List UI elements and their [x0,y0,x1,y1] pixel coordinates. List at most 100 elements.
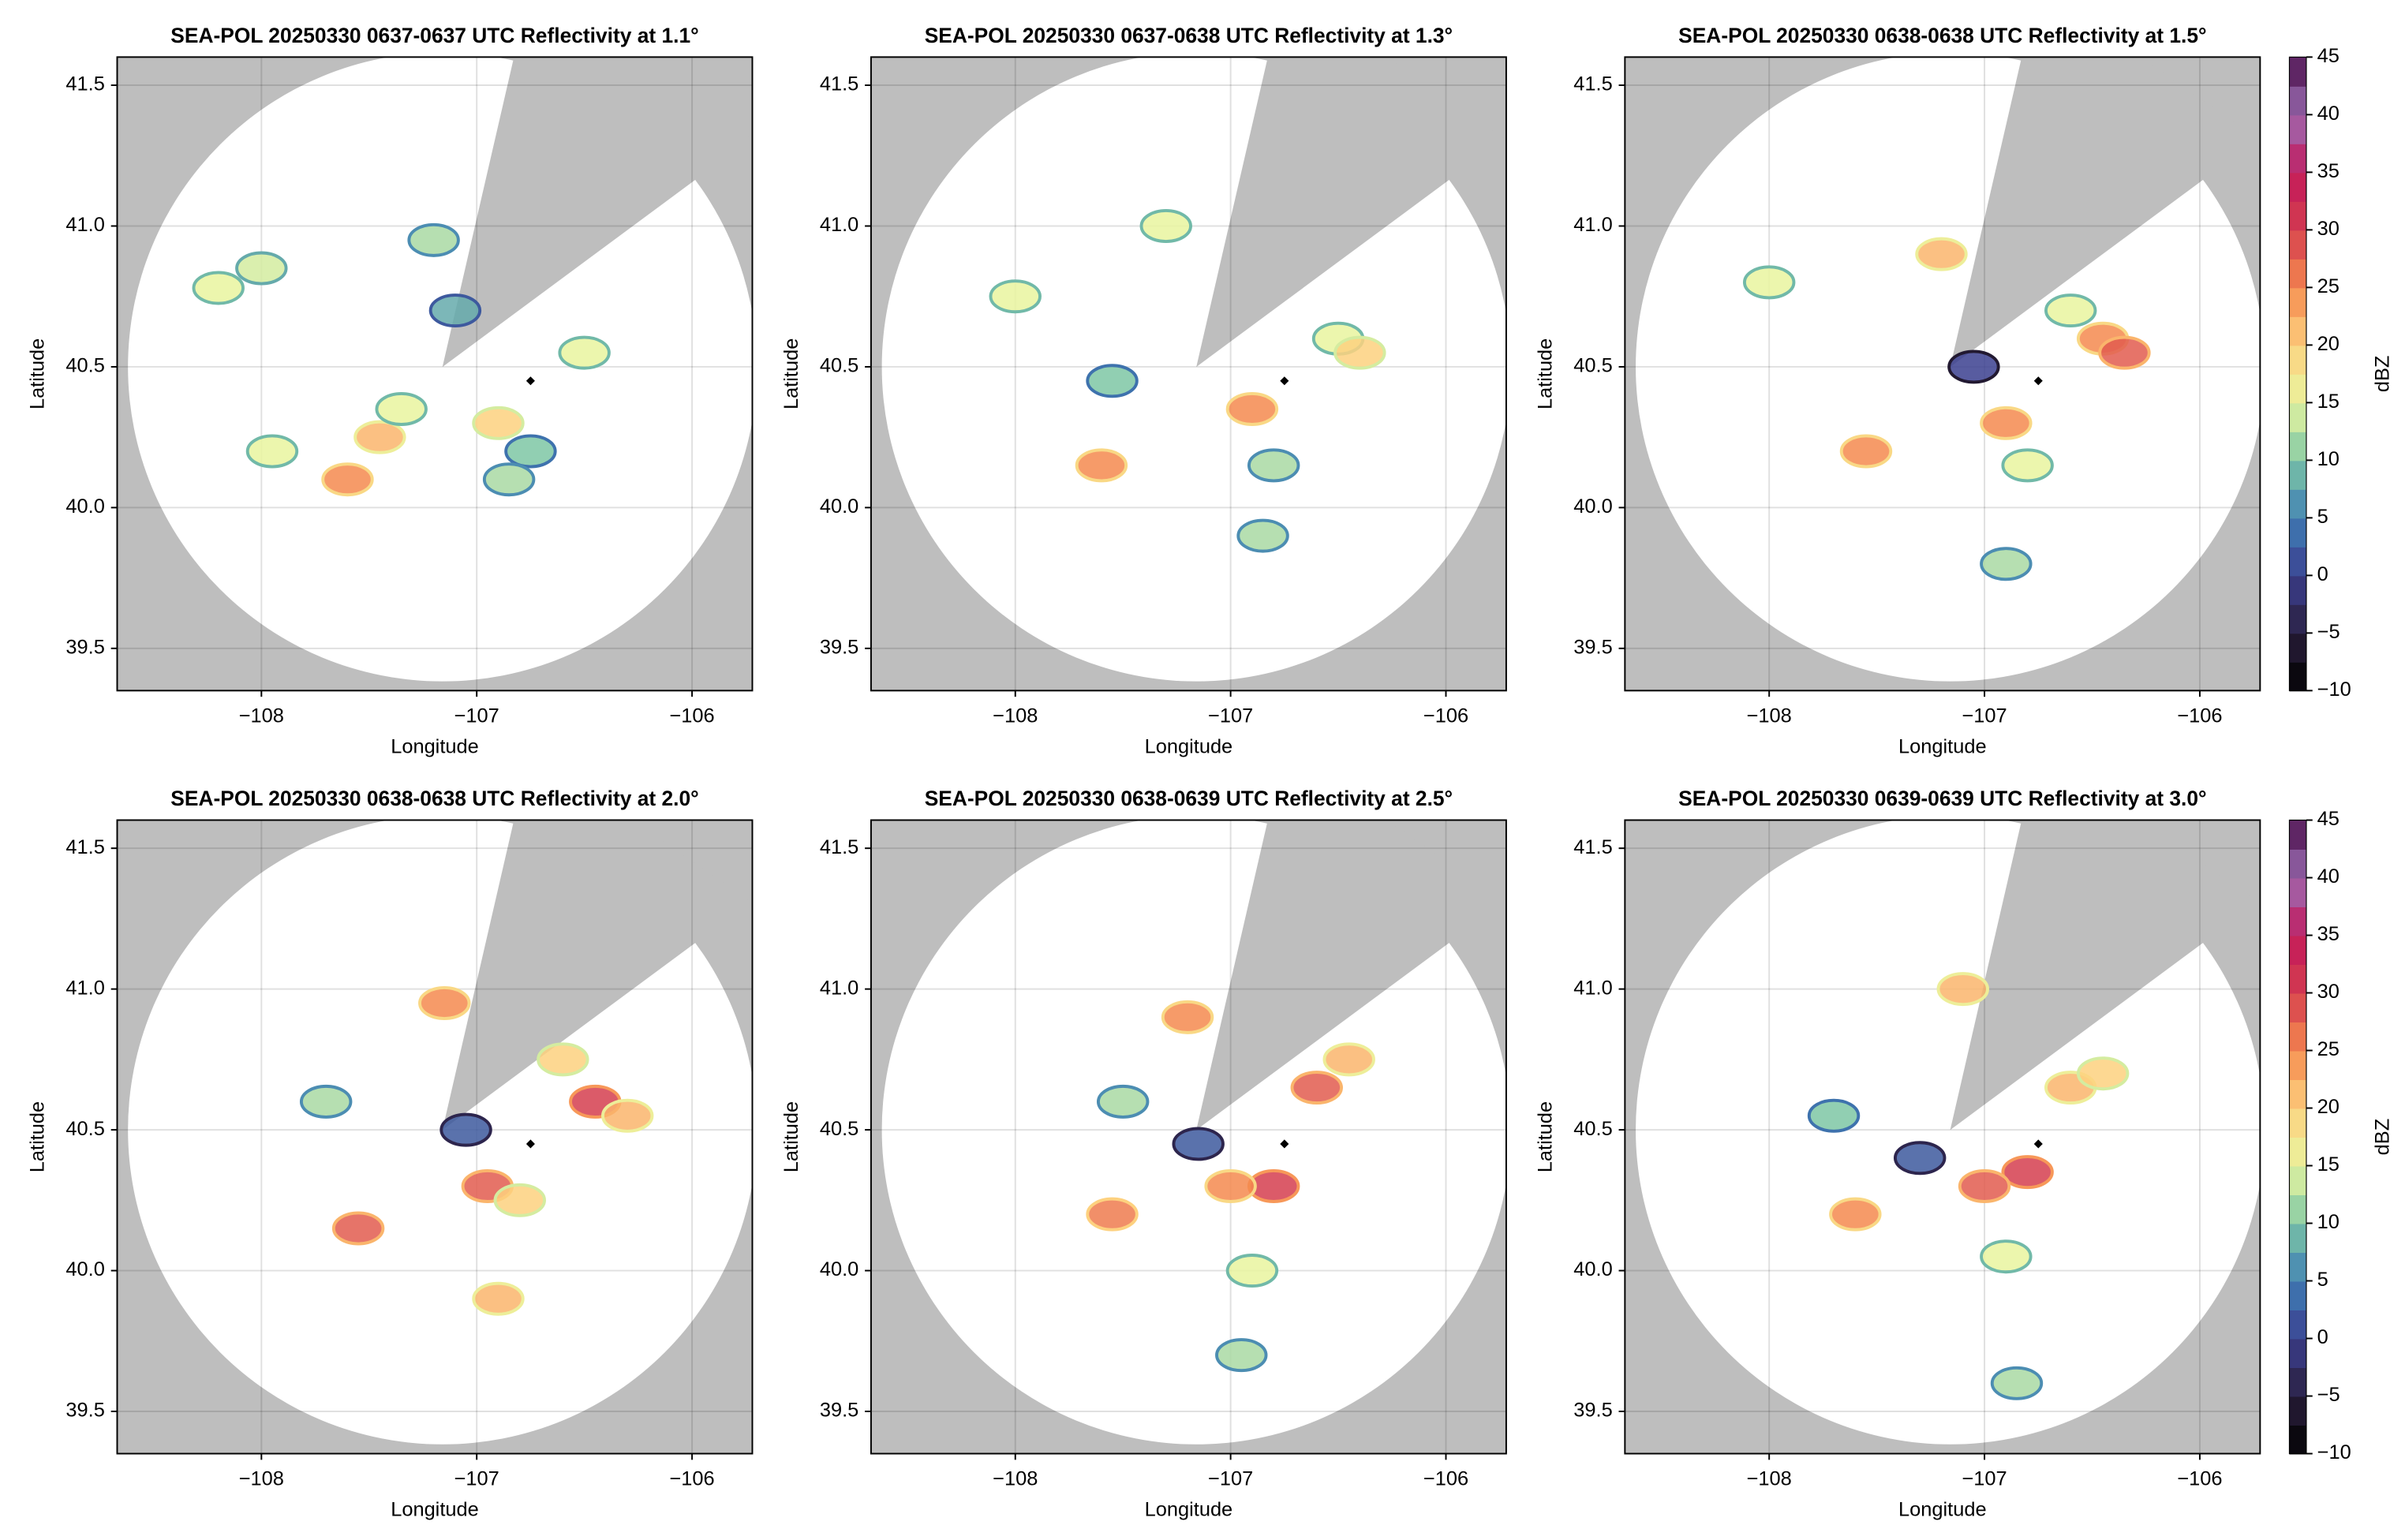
x-tick-label: −107 [454,705,499,727]
colorbar-tick-label: 25 [2317,1038,2340,1060]
blocked-sector [442,57,751,368]
x-tick-label: −107 [1208,705,1253,727]
y-tick-label: 41.0 [820,214,858,236]
axes-frame [116,819,754,1455]
echo-cell [353,420,406,454]
echo-cell [245,434,299,469]
echo-cell [235,251,288,286]
y-tick-label: 40.0 [65,495,104,518]
colorbar-step [2289,992,2306,1022]
echo-cell [1086,364,1139,398]
echo-cell [439,1112,492,1147]
echo-cell [1172,1127,1225,1161]
colorbar-step [2289,1165,2306,1195]
echo-cell [1075,448,1128,483]
colorbar-step [2289,575,2306,605]
y-axis-label: Latitude [1534,338,1556,409]
x-tick-label: −108 [1747,705,1792,727]
x-tick-label: −106 [1423,705,1468,727]
y-tick-label: 40.0 [820,1258,858,1280]
y-tick-label: 40.0 [1573,1258,1612,1280]
plot-area [117,820,753,1454]
echo-cell [1980,1239,2033,1274]
y-tick-label: 39.5 [1573,1400,1612,1422]
x-tick-label: −108 [993,1467,1038,1490]
echo-cell [418,985,471,1020]
chart-title: SEA-POL 20250330 0639-0639 UTC Reflectiv… [1678,787,2206,810]
echo-cell [1225,391,1279,426]
chart-title: SEA-POL 20250330 0637-0638 UTC Reflectiv… [925,24,1453,47]
y-tick-label: 41.5 [1573,836,1612,858]
chart-title: SEA-POL 20250330 0638-0639 UTC Reflectiv… [925,787,1453,810]
colorbar-step [2289,1108,2306,1138]
colorbar-step [2289,820,2306,850]
colorbar-tick-label: 45 [2317,808,2340,830]
y-axis-label: Latitude [780,1101,802,1172]
colorbar-step [2289,661,2306,692]
colorbar-step [2289,460,2306,490]
echo-cell [600,1098,654,1133]
x-tick-label: −108 [993,705,1038,727]
colorbar-step [2289,85,2306,116]
x-axis-label: Longitude [1145,735,1233,757]
plot-area [870,820,1506,1454]
echo-cell [1936,972,1989,1007]
y-tick-label: 41.0 [1573,977,1612,999]
colorbar: −10 −5 0 5 10 15 20 25 30 35 40 45 dBZ [2288,808,2393,1463]
axes-frame [1624,819,2261,1455]
x-tick-label: −107 [1208,1467,1253,1490]
colorbar-step [2289,1022,2306,1052]
colorbar-tick-label: 0 [2317,1326,2328,1348]
plot-area [117,57,753,691]
colorbar-tick-label: 30 [2317,218,2340,240]
echo-cell [1086,1197,1139,1232]
x-tick-label: −106 [669,1467,714,1490]
colorbar-step [2289,877,2306,907]
colorbar-step [2289,402,2306,432]
echo-cell [407,222,460,257]
colorbar-tick-label: 15 [2317,391,2340,413]
blocked-sector [442,820,751,1131]
y-tick-label: 40.5 [65,1118,104,1140]
colorbar-step [2289,1079,2306,1109]
panel: −108 −107 −106 39.5 40.0 40.5 41.0 41.5 SEA-POL … [780,24,1507,757]
echo-cell [1139,208,1192,243]
y-tick-label: 40.5 [1573,1118,1612,1140]
colorbar-step [2289,604,2306,634]
colorbar-step [2289,172,2306,202]
echo-cell [299,1084,353,1119]
echo-cell [989,279,1042,314]
y-tick-label: 41.5 [1573,73,1612,95]
x-axis-label: Longitude [1898,735,1987,757]
echo-cell [1322,1042,1375,1077]
axes-frame [116,56,754,692]
y-tick-label: 40.0 [1573,495,1612,518]
echo-cell [2098,335,2151,370]
echo-cell [1947,349,2000,384]
panel: −108 −107 −106 39.5 40.0 40.5 41.0 41.5 SEA-POL … [27,787,754,1521]
colorbar-step [2289,964,2306,994]
echo-cell [482,462,536,497]
blocked-sector [1950,57,2259,368]
echo-cell [1204,1168,1257,1203]
colorbar-tick-label: 35 [2317,160,2340,182]
colorbar-step [2289,316,2306,346]
echo-cell [1958,1168,2011,1203]
echo-cell [1215,1338,1268,1373]
y-tick-label: 41.0 [1573,214,1612,236]
colorbar-label: dBZ [2371,356,2393,393]
echo-cell [192,271,245,305]
echo-cell [2001,1155,2054,1190]
x-tick-label: −108 [239,705,284,727]
y-tick-label: 40.0 [820,495,858,518]
colorbar-step [2289,849,2306,879]
colorbar-tick-label: 40 [2317,865,2340,888]
panel: −108 −107 −106 39.5 40.0 40.5 41.0 41.5 SEA-POL … [780,787,1507,1521]
colorbar-step [2289,1396,2306,1426]
colorbar-step [2289,633,2306,663]
panel: −108 −107 −106 39.5 40.0 40.5 41.0 41.5 SEA-POL … [1534,787,2261,1521]
radar-site [526,376,535,386]
colorbar-step [2289,935,2306,965]
y-tick-label: 41.5 [820,73,858,95]
